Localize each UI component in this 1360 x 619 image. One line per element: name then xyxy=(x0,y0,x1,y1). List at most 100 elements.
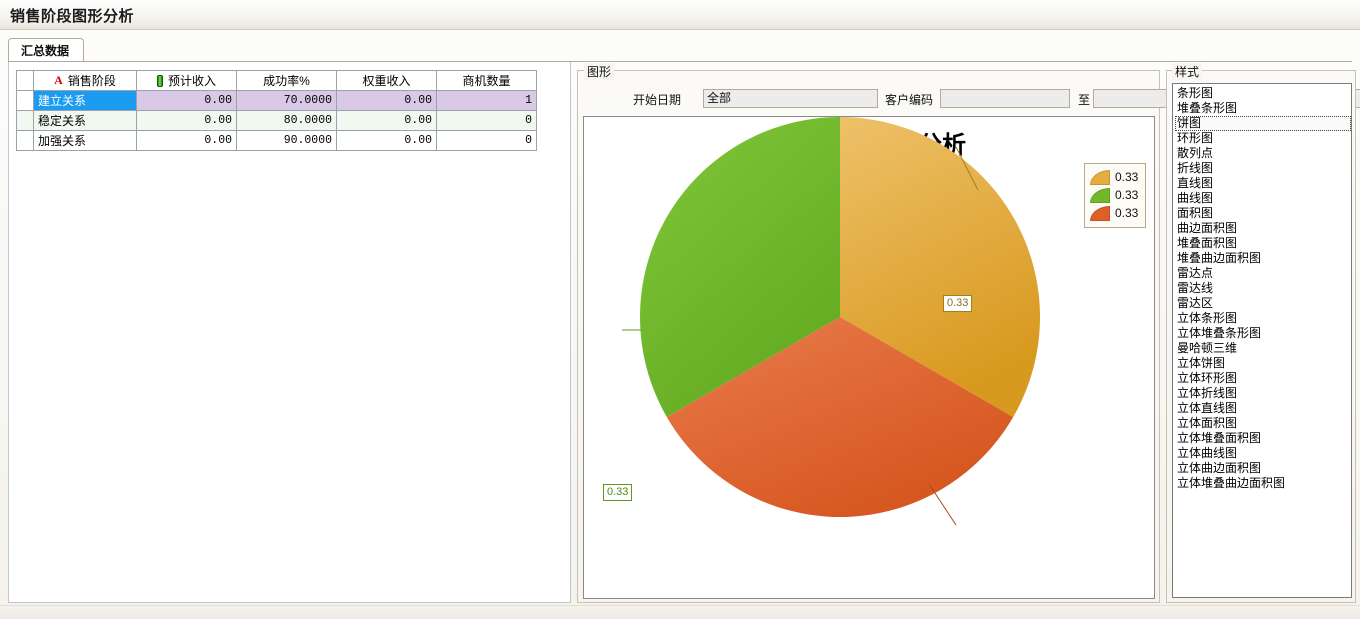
cell-expected-income[interactable]: 0.00 xyxy=(136,130,237,151)
pie-chart: 0.33 0.33 0.33 xyxy=(584,117,1156,600)
legend-label-3: 0.33 xyxy=(1115,206,1139,220)
style-list-item[interactable]: 堆叠面积图 xyxy=(1177,236,1238,250)
row-selector[interactable] xyxy=(16,90,34,111)
style-list-item[interactable]: 面积图 xyxy=(1177,206,1214,220)
cell-weighted-income[interactable]: 0.00 xyxy=(336,130,437,151)
window-titlebar: 销售阶段图形分析 xyxy=(0,0,1360,30)
cell-sales-stage[interactable]: 建立关系 xyxy=(33,90,137,111)
style-list-item[interactable]: 雷达区 xyxy=(1177,296,1214,310)
column-label: 预计收入 xyxy=(167,74,216,88)
customer-code-input[interactable] xyxy=(940,89,1070,108)
cell-sales-stage[interactable]: 稳定关系 xyxy=(33,110,137,131)
pie-svg xyxy=(622,117,1040,526)
style-list-item[interactable]: 立体饼图 xyxy=(1177,356,1226,370)
style-list-item[interactable]: 饼图 xyxy=(1175,116,1351,131)
cell-weighted-income[interactable]: 0.00 xyxy=(336,90,437,111)
cell-opportunity-count[interactable]: 0 xyxy=(436,130,537,151)
style-list-item[interactable]: 立体直线图 xyxy=(1177,401,1238,415)
style-list-item[interactable]: 立体环形图 xyxy=(1177,371,1238,385)
style-list-item[interactable]: 散列点 xyxy=(1177,146,1214,160)
legend-swatch-2 xyxy=(1090,187,1110,203)
column-label: 销售阶段 xyxy=(67,74,116,88)
style-groupbox: 样式 条形图 堆叠条形图 饼图 环形图 散列点 折线图 直线图 曲线图 面积图 曲边面积图 堆叠面积… xyxy=(1166,63,1356,603)
pie-data-label-2: 0.33 xyxy=(603,484,633,501)
tab-underline xyxy=(8,61,1352,62)
bottom-strip xyxy=(0,605,1360,619)
column-header-expected-income[interactable]: 预计收入 xyxy=(136,70,237,91)
chart-legend: 0.33 0.33 0.33 xyxy=(1084,163,1146,228)
cell-expected-income[interactable]: 0.00 xyxy=(136,110,237,131)
start-date-input[interactable]: 全部 xyxy=(703,89,878,108)
cell-expected-income[interactable]: 0.00 xyxy=(136,90,237,111)
cell-success-rate[interactable]: 90.0000 xyxy=(236,130,337,151)
row-gutter-header xyxy=(16,70,34,91)
legend-label-2: 0.33 xyxy=(1115,188,1139,202)
style-listbox[interactable]: 条形图 堆叠条形图 饼图 环形图 散列点 折线图 直线图 曲线图 面积图 曲边面积图 堆叠面积图 堆叠… xyxy=(1172,83,1352,598)
style-list-item[interactable]: 雷达线 xyxy=(1177,281,1214,295)
range-to-label: 至 xyxy=(1078,93,1091,107)
legend-item[interactable]: 0.33 xyxy=(1090,186,1140,204)
column-header-weighted-income[interactable]: 权重收入 xyxy=(336,70,437,91)
cell-opportunity-count[interactable]: 0 xyxy=(436,110,537,131)
page-title: 销售阶段图形分析 xyxy=(10,8,135,25)
style-groupbox-label: 样式 xyxy=(1172,63,1203,80)
style-list-item[interactable]: 立体曲边面积图 xyxy=(1177,461,1262,475)
style-list-item[interactable]: 堆叠条形图 xyxy=(1177,101,1238,115)
summary-grid-panel: A 销售阶段 预计收入 成功率% 权重收入 商机数量 xyxy=(8,62,571,603)
style-list-item[interactable]: 曲边面积图 xyxy=(1177,221,1238,235)
table-row[interactable]: 加强关系 0.00 90.0000 0.00 0 xyxy=(16,130,537,151)
style-list-item[interactable]: 直线图 xyxy=(1177,176,1214,190)
style-list-item[interactable]: 立体折线图 xyxy=(1177,386,1238,400)
style-list-item[interactable]: 立体条形图 xyxy=(1177,311,1238,325)
table-row[interactable]: 稳定关系 0.00 80.0000 0.00 0 xyxy=(16,110,537,131)
cell-success-rate[interactable]: 80.0000 xyxy=(236,110,337,131)
style-list-item[interactable]: 立体面积图 xyxy=(1177,416,1238,430)
cell-success-rate[interactable]: 70.0000 xyxy=(236,90,337,111)
graph-groupbox: 图形 开始日期 全部 客户编码 至 业务员 销售阶段图形分析 xyxy=(577,63,1360,603)
table-row[interactable]: 建立关系 0.00 70.0000 0.00 1 xyxy=(16,90,537,111)
leader-line-3 xyxy=(928,483,957,526)
customer-code-label: 客户编码 xyxy=(885,93,934,107)
row-selector[interactable] xyxy=(16,110,34,131)
cell-sales-stage[interactable]: 加强关系 xyxy=(33,130,137,151)
style-list-item[interactable]: 折线图 xyxy=(1177,161,1214,175)
pie-slice-3[interactable] xyxy=(666,317,1014,517)
legend-item[interactable]: 0.33 xyxy=(1090,204,1140,222)
table-header-row: A 销售阶段 预计收入 成功率% 权重收入 商机数量 xyxy=(16,70,537,91)
cell-opportunity-count[interactable]: 1 xyxy=(436,90,537,111)
red-a-icon: A xyxy=(54,73,63,87)
style-list-item[interactable]: 曼哈顿三维 xyxy=(1177,341,1238,355)
style-list-item[interactable]: 雷达点 xyxy=(1177,266,1214,280)
tab-strip: 汇总数据 xyxy=(8,38,1352,62)
column-header-sales-stage[interactable]: A 销售阶段 xyxy=(33,70,137,91)
style-list-item[interactable]: 条形图 xyxy=(1177,86,1214,100)
column-header-success-rate[interactable]: 成功率% xyxy=(236,70,337,91)
start-date-label: 开始日期 xyxy=(633,93,682,107)
style-list-item[interactable]: 曲线图 xyxy=(1177,191,1214,205)
sales-stage-table: A 销售阶段 预计收入 成功率% 权重收入 商机数量 xyxy=(16,70,537,151)
style-list-item[interactable]: 堆叠曲边面积图 xyxy=(1177,251,1262,265)
table-body: 建立关系 0.00 70.0000 0.00 1 稳定关系 0.00 80.00… xyxy=(16,90,537,151)
pie-slice-2[interactable] xyxy=(640,117,840,417)
legend-label-1: 0.33 xyxy=(1115,170,1139,184)
legend-item[interactable]: 0.33 xyxy=(1090,168,1140,186)
row-selector[interactable] xyxy=(16,130,34,151)
graph-groupbox-label: 图形 xyxy=(584,63,615,80)
style-list-item[interactable]: 立体堆叠条形图 xyxy=(1177,326,1262,340)
legend-swatch-1 xyxy=(1090,169,1110,185)
green-cylinder-icon xyxy=(156,74,163,87)
cell-weighted-income[interactable]: 0.00 xyxy=(336,110,437,131)
style-list-item[interactable]: 立体堆叠面积图 xyxy=(1177,431,1262,445)
legend-swatch-3 xyxy=(1090,205,1110,221)
column-header-opportunity-count[interactable]: 商机数量 xyxy=(436,70,537,91)
leader-line-1 xyxy=(955,146,979,191)
style-list-item[interactable]: 立体曲线图 xyxy=(1177,446,1238,460)
pie-data-label-1: 0.33 xyxy=(943,295,973,312)
pie-slice-1[interactable] xyxy=(840,117,1040,417)
filter-field-row: 开始日期 全部 客户编码 至 业务员 xyxy=(578,89,1360,143)
style-list-item[interactable]: 立体堆叠曲边面积图 xyxy=(1177,476,1286,490)
tab-summary-data[interactable]: 汇总数据 xyxy=(8,38,85,62)
style-list-item[interactable]: 环形图 xyxy=(1177,131,1214,145)
chart-canvas: 销售阶段图形分析 xyxy=(583,116,1155,599)
